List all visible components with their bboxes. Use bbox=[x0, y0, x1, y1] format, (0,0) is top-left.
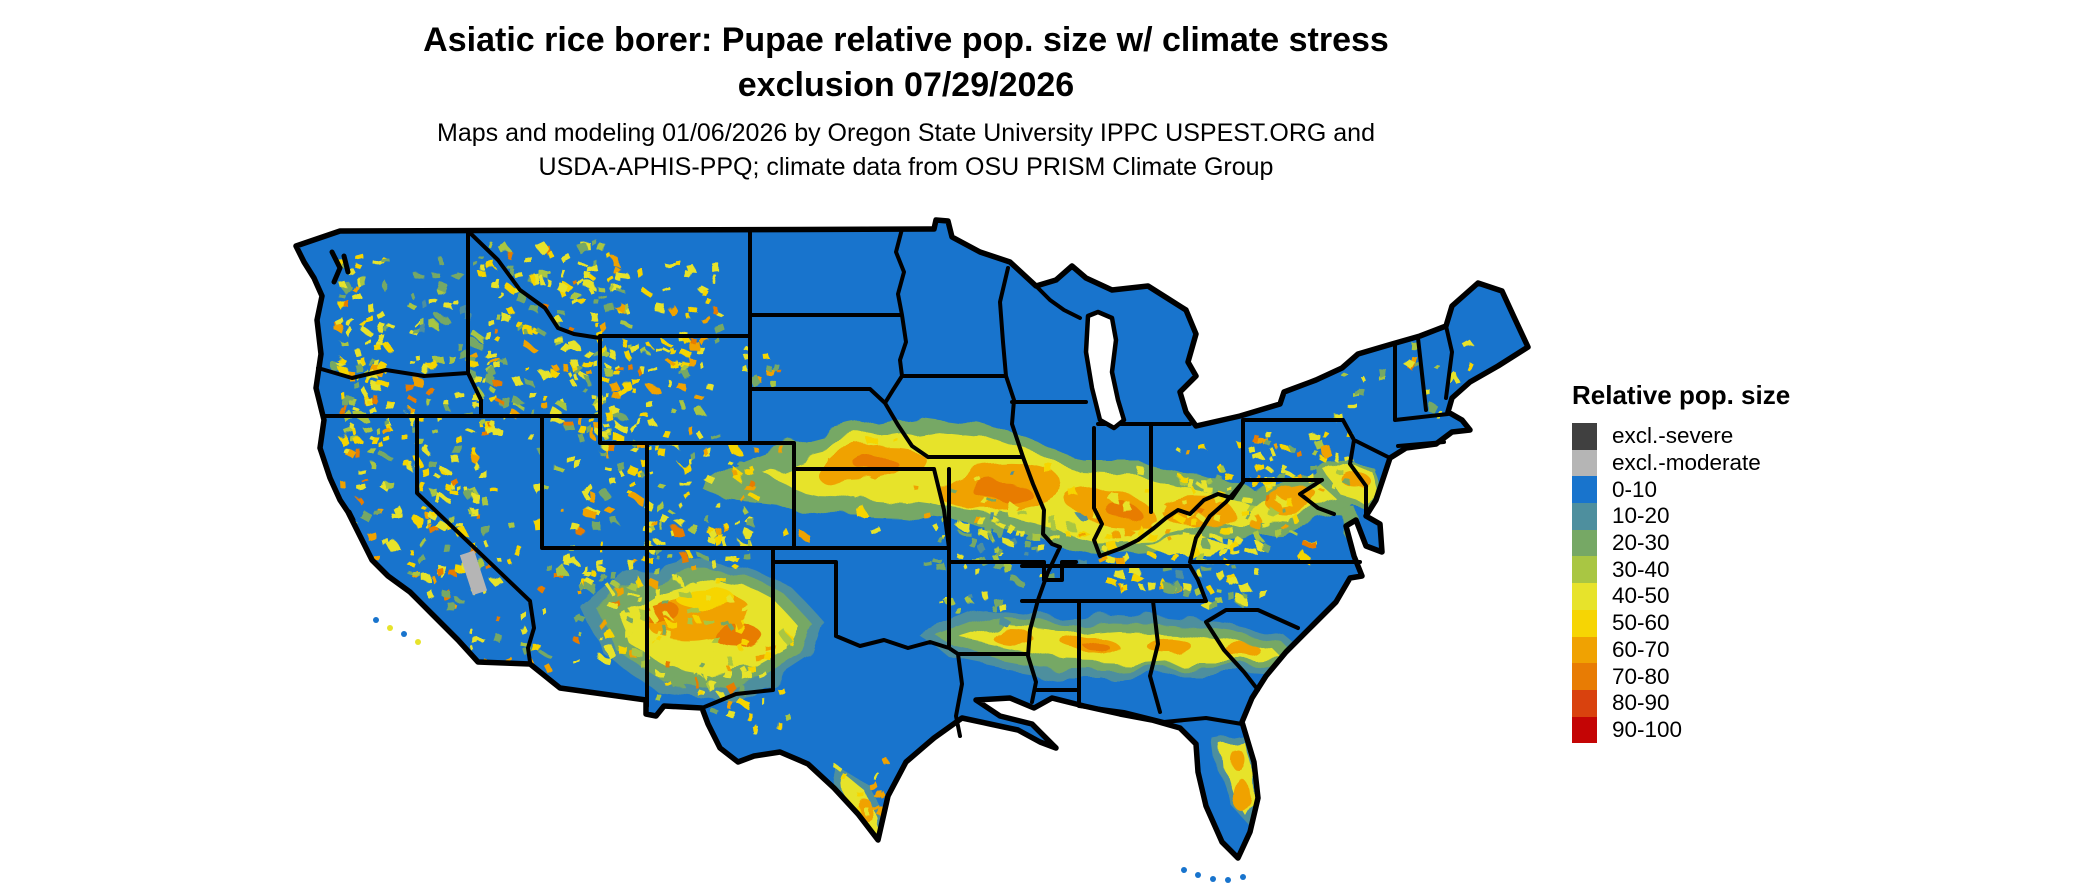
legend-item: 90-100 bbox=[1572, 716, 1790, 744]
legend-item: 30-40 bbox=[1572, 556, 1790, 584]
islands bbox=[373, 617, 1246, 883]
legend-label: 70-80 bbox=[1612, 663, 1670, 689]
raster-layers bbox=[296, 220, 1528, 858]
legend-label: 90-100 bbox=[1612, 716, 1683, 742]
map-legend: Relative pop. size excl.-severe excl.-mod… bbox=[1572, 380, 1791, 744]
legend-swatch bbox=[1572, 449, 1597, 477]
legend-swatch bbox=[1572, 716, 1597, 744]
legend-item: 10-20 bbox=[1572, 503, 1790, 530]
legend-item: 40-50 bbox=[1572, 583, 1790, 610]
legend-swatch bbox=[1572, 476, 1597, 504]
legend-label: 0-10 bbox=[1612, 476, 1658, 502]
legend-item: 80-90 bbox=[1572, 689, 1790, 717]
legend-label: 80-90 bbox=[1612, 690, 1670, 716]
legend-item: excl.-moderate bbox=[1572, 449, 1790, 477]
exclusion-moderate-patch bbox=[459, 550, 488, 596]
legend-label: 60-70 bbox=[1612, 636, 1670, 662]
legend-swatch bbox=[1572, 529, 1597, 557]
legend-label: 40-50 bbox=[1612, 583, 1670, 609]
legend-swatch bbox=[1572, 556, 1597, 584]
legend-item: 70-80 bbox=[1572, 663, 1790, 690]
page-subtitle: Maps and modeling 01/06/2026 by Oregon S… bbox=[0, 116, 1812, 184]
legend-rows: excl.-severe excl.-moderate 0-10 10-20 20-30… bbox=[1572, 423, 1790, 744]
legend-label: excl.-moderate bbox=[1612, 450, 1761, 476]
legend-label: 20-30 bbox=[1612, 530, 1670, 556]
legend-item: 50-60 bbox=[1572, 609, 1790, 637]
base-raster bbox=[296, 220, 1528, 858]
legend-label: excl.-severe bbox=[1612, 423, 1734, 449]
legend-label: 50-60 bbox=[1612, 610, 1670, 636]
subtitle-line-2: USDA-APHIS-PPQ; climate data from OSU PR… bbox=[538, 153, 1274, 181]
state-borders bbox=[316, 227, 1454, 738]
subtitle-line-1: Maps and modeling 01/06/2026 by Oregon S… bbox=[437, 119, 1375, 147]
legend-label: 30-40 bbox=[1612, 556, 1670, 582]
legend-item: 20-30 bbox=[1572, 529, 1790, 557]
legend-swatch bbox=[1572, 689, 1597, 717]
speckle-raster bbox=[333, 239, 1476, 845]
title-line-1: Asiatic rice borer: Pupae relative pop. … bbox=[423, 21, 1389, 59]
legend-swatch bbox=[1572, 503, 1597, 530]
legend-swatch bbox=[1572, 609, 1597, 637]
legend-item: 0-10 bbox=[1572, 476, 1790, 504]
title-line-2: exclusion 07/29/2026 bbox=[737, 66, 1075, 104]
legend-swatch bbox=[1572, 636, 1597, 664]
legend-swatch bbox=[1572, 423, 1597, 450]
page-title: Asiatic rice borer: Pupae relative pop. … bbox=[0, 18, 1812, 108]
legend-swatch bbox=[1572, 583, 1597, 610]
legend-swatch bbox=[1572, 663, 1597, 690]
legend-item: 60-70 bbox=[1572, 636, 1790, 664]
puget-sound-marks bbox=[329, 249, 356, 523]
legend-item: excl.-severe bbox=[1572, 423, 1790, 450]
legend-label: 10-20 bbox=[1612, 503, 1670, 529]
legend-title: Relative pop. size bbox=[1572, 380, 1791, 410]
lake-michigan bbox=[1083, 309, 1127, 431]
